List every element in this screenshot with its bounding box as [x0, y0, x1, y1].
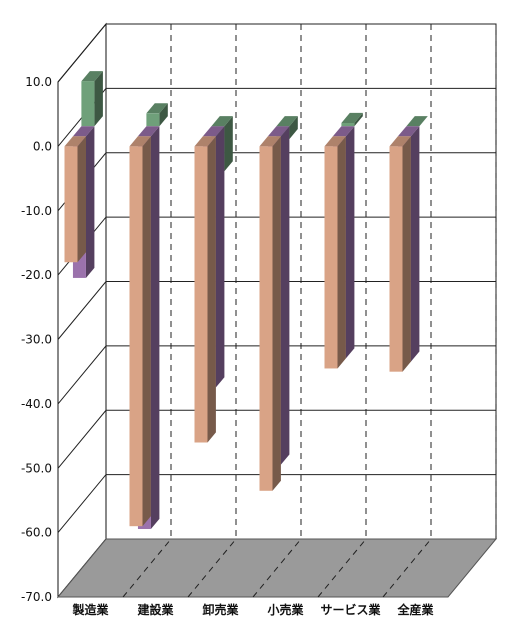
bar-side: [159, 103, 168, 127]
bar-side: [86, 126, 95, 278]
bar-top: [259, 136, 281, 147]
bar-top: [406, 116, 428, 127]
bar-top: [146, 103, 168, 114]
bar-side: [224, 116, 233, 172]
y-tick-label: -70.0: [21, 590, 52, 604]
bar-series: [64, 71, 428, 529]
bar-side: [280, 126, 290, 465]
y-tick-label: -10.0: [21, 204, 52, 218]
bar: [389, 136, 411, 372]
bar-top: [129, 136, 151, 147]
bar-side: [215, 126, 225, 388]
bar-top: [324, 136, 346, 147]
bar-top: [137, 126, 160, 137]
bar-side: [207, 136, 216, 443]
bar-side: [289, 116, 298, 140]
bar: [146, 103, 168, 127]
y-tick-label: -60.0: [21, 526, 52, 540]
y-tick-label: -20.0: [21, 268, 52, 282]
x-tick-label: 卸売業: [202, 602, 239, 617]
bar-side: [272, 136, 281, 491]
bar-top: [211, 116, 233, 127]
floor-divider: [122, 538, 172, 598]
y-tick-label: -30.0: [21, 333, 52, 347]
bar-side: [77, 136, 86, 263]
bar: [64, 136, 86, 263]
bar-top: [341, 112, 363, 123]
y-tick-label: 0.0: [33, 139, 52, 153]
bar: [81, 71, 103, 127]
bar-front: [324, 146, 338, 369]
bar-front: [64, 146, 78, 263]
bar-front: [81, 81, 95, 127]
y-tick-label: 10.0: [25, 75, 52, 89]
x-tick-label: 建設業: [136, 602, 174, 617]
y-axis-ticks: 10.0 0.0 -10.0 -20.0 -30.0 -40.0 -50.0 -60.0 -70…: [21, 75, 52, 604]
bar-top: [332, 126, 355, 137]
bar-top: [267, 126, 290, 137]
bar-top: [64, 136, 86, 147]
bar-top: [276, 116, 298, 127]
floor-divider: [317, 538, 367, 598]
bar-front: [341, 123, 355, 127]
bar-side: [142, 136, 151, 527]
bar-top: [73, 126, 95, 137]
bar-side: [354, 112, 363, 127]
bar: [194, 136, 216, 443]
bar: [324, 136, 346, 369]
x-axis-ticks: 製造業 建設業 卸売業 小売業 サービス業 全産業: [71, 602, 434, 617]
bar-front: [389, 146, 403, 372]
floor-divider: [187, 538, 237, 598]
y-tick-label: -50.0: [21, 461, 52, 475]
bar: [259, 136, 281, 491]
bar-front: [129, 146, 143, 527]
x-tick-label: 製造業: [71, 602, 109, 617]
floor-divider: [252, 538, 302, 598]
x-tick-label: サービス業: [320, 602, 381, 617]
bar-top: [397, 126, 420, 137]
x-tick-label: 小売業: [267, 602, 304, 617]
bar-side: [94, 71, 103, 127]
floor-divider: [382, 538, 432, 598]
bar-side: [345, 126, 355, 359]
chart-floor: [56, 538, 498, 598]
bar-side: [402, 136, 411, 372]
bar-top: [389, 136, 411, 147]
bar-top: [194, 136, 216, 147]
bar: [341, 112, 363, 127]
y-tick-label: -40.0: [21, 397, 52, 411]
bar-front: [146, 113, 160, 127]
bar-top: [81, 71, 103, 82]
bar: [129, 136, 151, 527]
bar-side: [410, 126, 420, 362]
bar-front: [259, 146, 273, 491]
bar-side: [337, 136, 346, 369]
bar-front: [194, 146, 208, 443]
bar-side: [150, 126, 160, 529]
bar-top: [202, 126, 225, 137]
gridline: [57, 474, 496, 533]
bar: [406, 116, 428, 127]
gridline: [57, 87, 496, 147]
x-tick-label: 全産業: [396, 602, 434, 617]
